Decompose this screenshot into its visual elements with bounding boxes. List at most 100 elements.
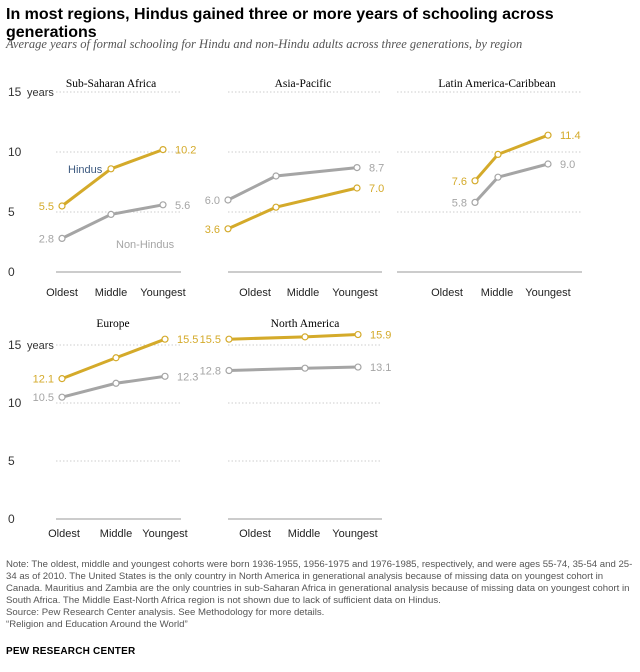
source-text: Source: Pew Research Center analysis. Se… <box>6 607 325 618</box>
end-value-label: 13.1 <box>370 362 391 374</box>
x-category-label: Youngest <box>332 287 377 299</box>
y-tick-label: 10 <box>8 145 22 159</box>
chart-panel: North America Oldest Middle Youngest 15.5 15.… <box>200 318 392 540</box>
y-tick-label: 15 <box>8 85 22 99</box>
start-value-label: 15.5 <box>200 334 221 346</box>
start-value-label: 12.8 <box>200 366 221 378</box>
start-value-label: 3.6 <box>205 224 220 236</box>
x-category-label: Middle <box>100 528 132 540</box>
panel-title: Sub-Saharan Africa <box>66 78 156 90</box>
x-category-label: Middle <box>481 287 513 299</box>
hindus-line <box>227 186 358 231</box>
data-point <box>58 202 66 210</box>
data-point <box>161 372 169 380</box>
x-category-label: Oldest <box>48 528 80 540</box>
data-point <box>225 366 233 375</box>
page-title: In most regions, Hindus gained three or … <box>6 6 554 41</box>
data-point <box>353 164 361 172</box>
data-point <box>471 198 479 206</box>
data-point <box>494 150 502 158</box>
data-point <box>225 335 233 343</box>
y-tick-label: 15 <box>8 338 22 352</box>
panel-title: North America <box>271 318 340 330</box>
data-point <box>107 165 115 173</box>
x-category-label: Middle <box>287 287 319 299</box>
start-value-label: 5.8 <box>452 197 467 209</box>
data-point <box>544 131 552 139</box>
hindus-line <box>228 333 359 341</box>
x-category-label: Middle <box>95 287 127 299</box>
data-point <box>224 225 232 233</box>
y-tick-label: 0 <box>8 265 15 279</box>
data-point <box>354 363 362 371</box>
data-point <box>58 375 66 383</box>
data-point <box>159 146 167 154</box>
hindus-line <box>61 148 164 208</box>
data-point <box>301 364 309 372</box>
non-hindus-line <box>227 166 358 202</box>
panel-title: Europe <box>96 318 129 330</box>
org-name: PEW RESEARCH CENTER <box>6 646 136 657</box>
end-value-label: 11.4 <box>560 130 581 142</box>
data-point <box>471 177 479 185</box>
data-point <box>494 173 502 181</box>
data-point <box>58 234 66 242</box>
data-point <box>112 379 120 387</box>
end-value-label: 9.0 <box>560 159 575 171</box>
x-category-label: Oldest <box>239 287 271 299</box>
data-point <box>159 201 167 209</box>
x-category-label: Oldest <box>431 287 463 299</box>
data-point <box>112 354 120 362</box>
start-value-label: 6.0 <box>205 195 220 207</box>
data-point <box>107 210 115 218</box>
start-value-label: 5.5 <box>39 201 54 213</box>
chart-panel: 0 5 10 15 years Sub-Saharan Africa Oldest Middl… <box>8 78 196 299</box>
data-point <box>272 203 280 211</box>
chart-panel: Asia-Pacific Oldest Middle Youngest 3.6 7.0 6.… <box>205 78 385 299</box>
chart-panel: 0 5 10 15 years Europe Oldest Middle Youngest 12.… <box>8 318 198 540</box>
x-category-label: Youngest <box>525 287 570 299</box>
data-point <box>224 196 232 204</box>
y-unit-label: years <box>27 87 54 99</box>
data-point <box>58 393 66 401</box>
end-value-label: 8.7 <box>369 163 384 175</box>
page-subtitle: Average years of formal schooling for Hi… <box>6 37 523 51</box>
data-point <box>301 333 309 341</box>
end-value-label: 15.5 <box>177 334 198 346</box>
chart-panel: Latin America-Caribbean Oldest Middle Young… <box>397 78 582 299</box>
non-hindus-line <box>61 374 166 399</box>
end-value-label: 5.6 <box>175 200 190 212</box>
x-category-label: Youngest <box>140 287 185 299</box>
data-point <box>544 160 552 168</box>
start-value-label: 7.6 <box>452 176 467 188</box>
data-point <box>353 184 361 192</box>
panel-title: Asia-Pacific <box>275 78 332 90</box>
end-value-label: 10.2 <box>175 145 196 157</box>
x-category-label: Youngest <box>332 528 377 540</box>
data-point <box>354 330 362 339</box>
x-category-label: Oldest <box>46 287 78 299</box>
data-point <box>161 335 169 343</box>
y-tick-label: 0 <box>8 512 15 526</box>
series-label-non-hindus: Non-Hindus <box>116 239 175 251</box>
start-value-label: 10.5 <box>33 392 54 404</box>
y-tick-label: 5 <box>8 205 15 219</box>
end-value-label: 7.0 <box>369 183 384 195</box>
y-tick-label: 10 <box>8 396 22 410</box>
report-title: “Religion and Education Around the World… <box>6 619 188 630</box>
panel-title: Latin America-Caribbean <box>438 78 555 90</box>
end-value-label: 12.3 <box>177 371 198 383</box>
non-hindus-line <box>228 365 359 373</box>
x-category-label: Youngest <box>142 528 187 540</box>
data-point <box>272 172 280 180</box>
note-text: Note: The oldest, middle and youngest co… <box>6 559 633 606</box>
x-category-label: Middle <box>288 528 320 540</box>
start-value-label: 2.8 <box>39 233 54 245</box>
non-hindus-line <box>61 203 164 240</box>
end-value-label: 15.9 <box>370 330 391 342</box>
y-unit-label: years <box>27 340 54 352</box>
y-tick-label: 5 <box>8 454 15 468</box>
series-label-hindus: Hindus <box>68 164 103 176</box>
notes-block: Note: The oldest, middle and youngest co… <box>6 559 636 631</box>
